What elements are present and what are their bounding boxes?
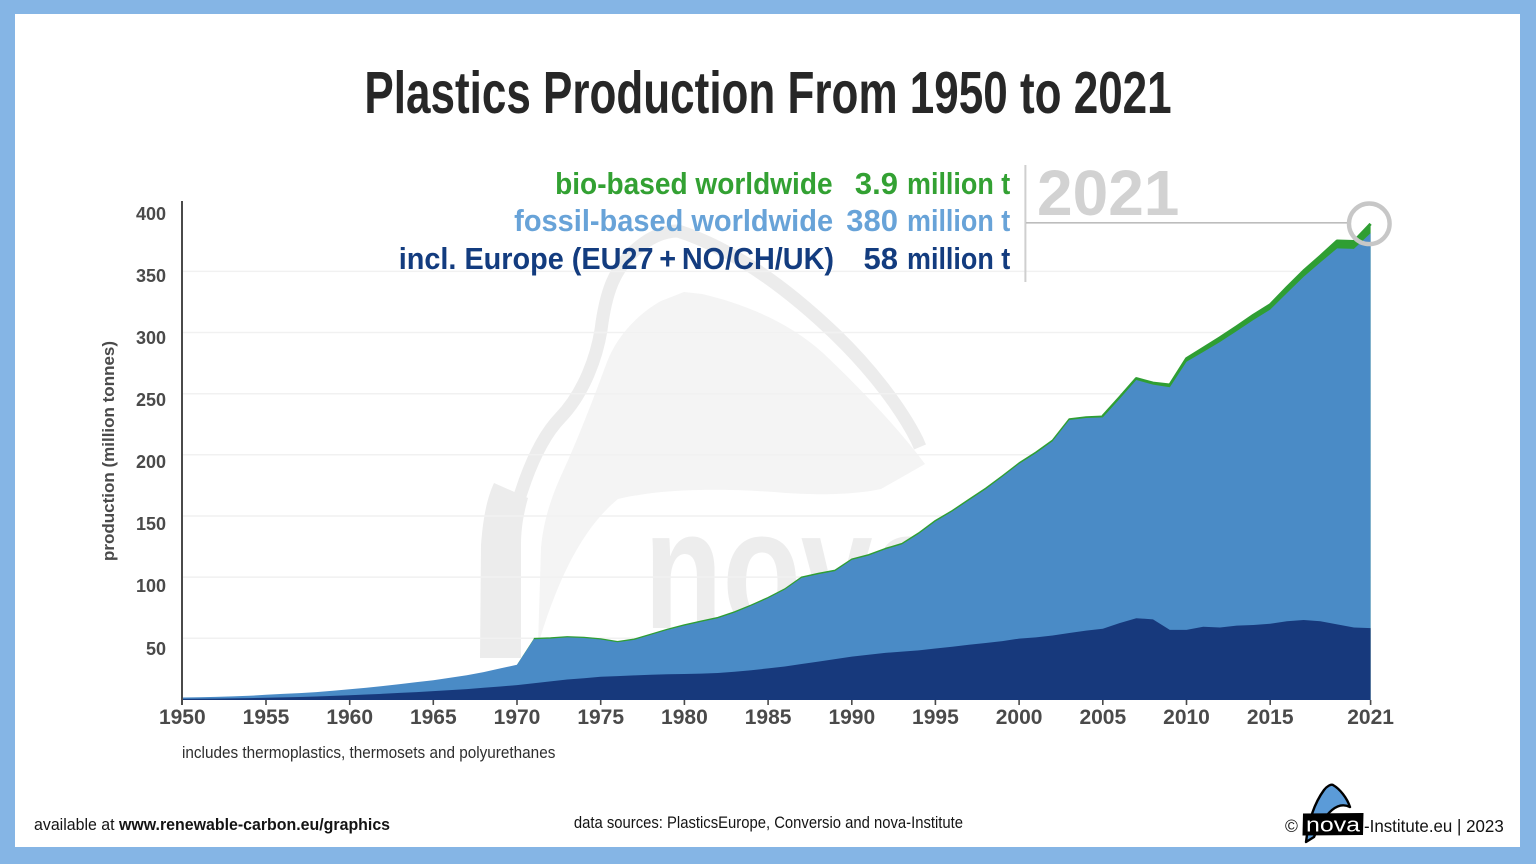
svg-text:nova: nova — [1306, 815, 1361, 837]
